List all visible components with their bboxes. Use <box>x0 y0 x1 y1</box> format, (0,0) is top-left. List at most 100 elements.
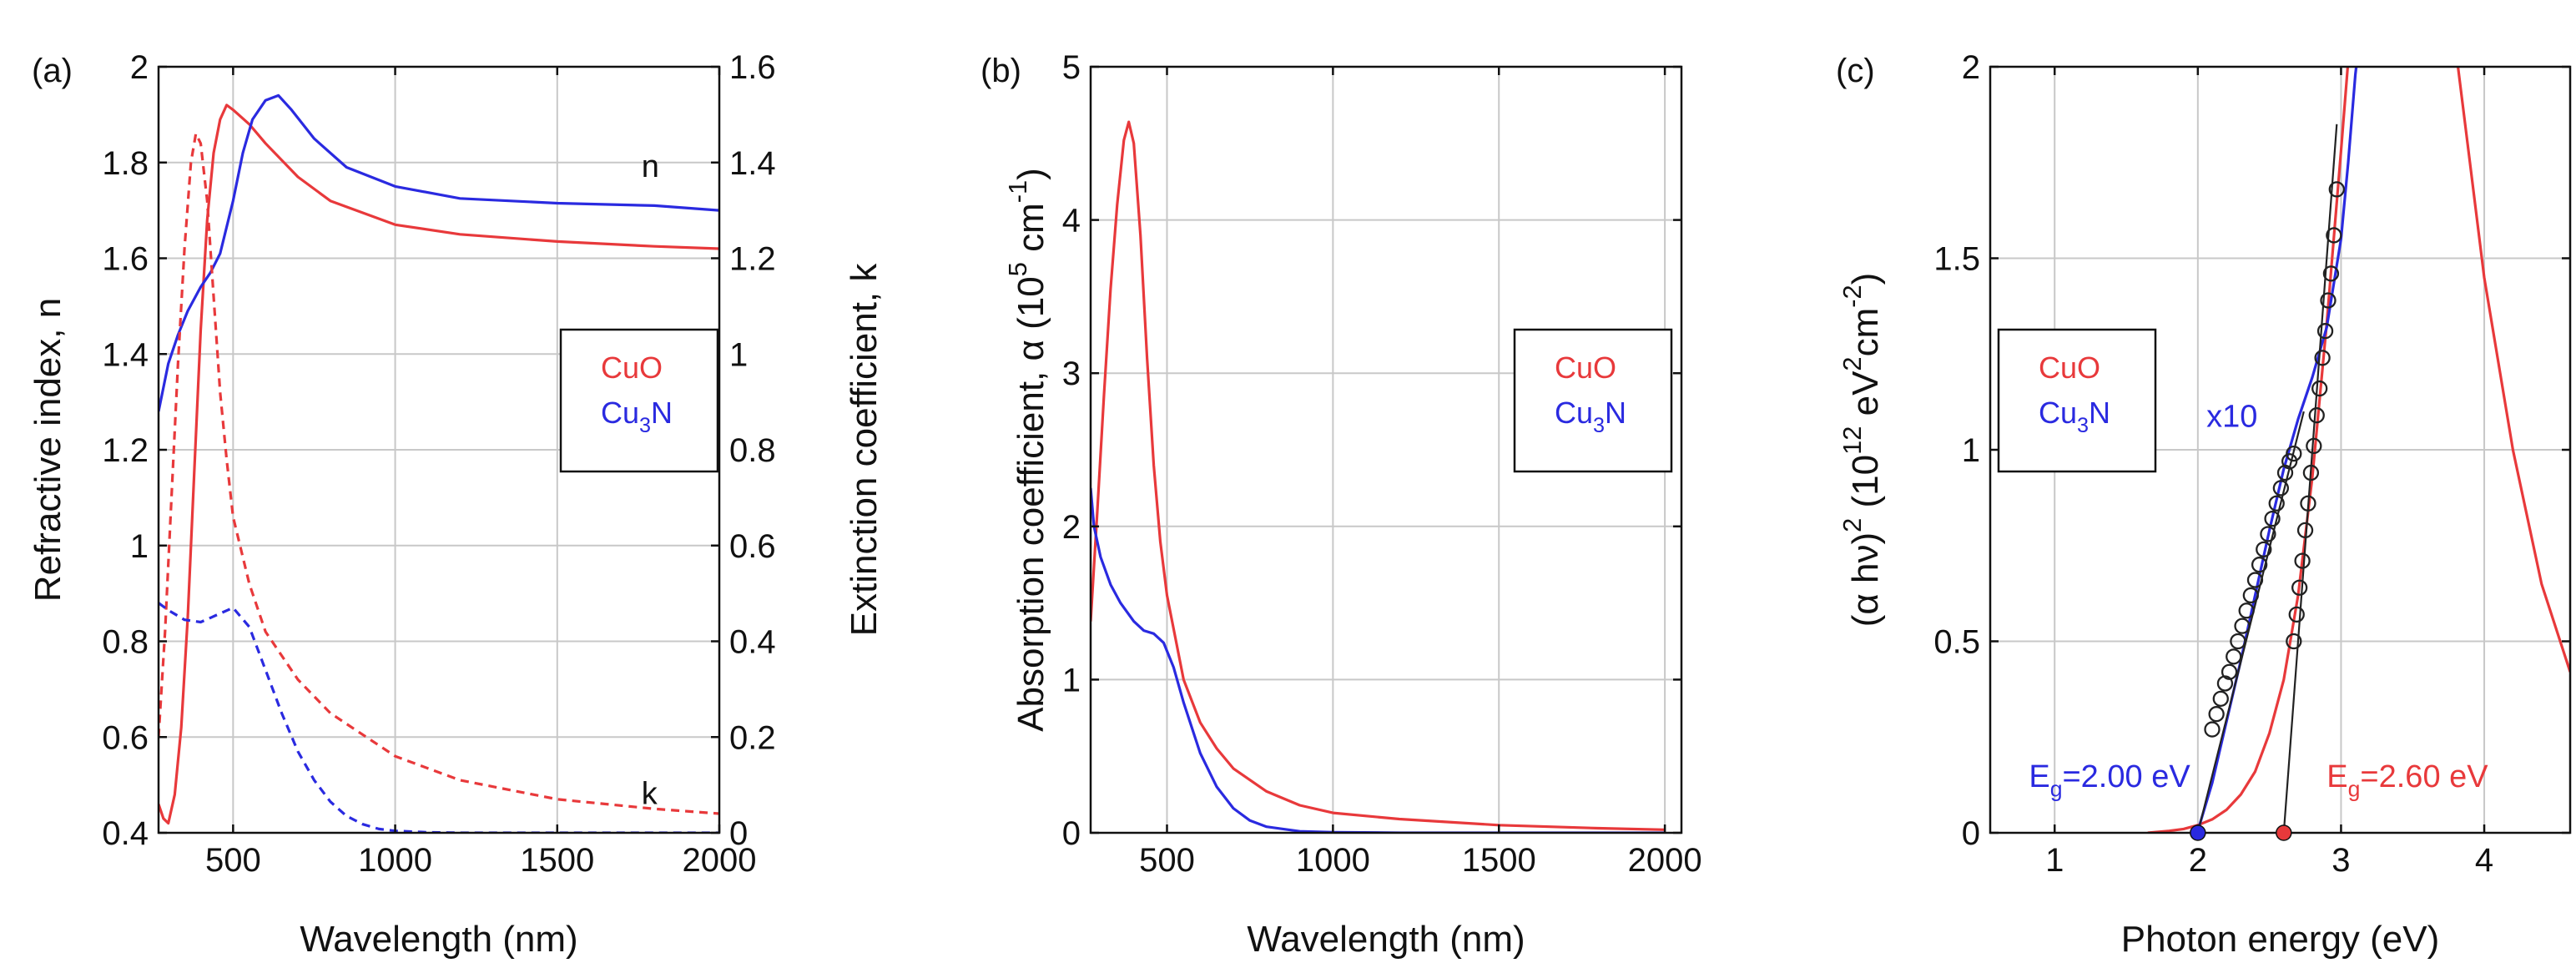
x-tick-label: 1500 <box>1462 842 1536 879</box>
fit-marker <box>2288 606 2305 623</box>
y-right-tick-label: 0.2 <box>729 719 776 756</box>
fit-marker <box>2316 323 2334 340</box>
fit-marker <box>2296 522 2314 539</box>
fit-marker <box>2286 633 2302 650</box>
legend: CuO Cu3N <box>1513 328 1673 473</box>
panel-c: 1 2 3 4 0 0.5 1 1.5 2 Photon energy (eV) (α hν)2 (… <box>1836 49 2572 960</box>
bandgap-marker-cuo <box>2276 824 2292 841</box>
series-line-cuo-h- <box>2147 67 2570 833</box>
y-tick-label: 1.2 <box>102 432 149 469</box>
y-right-tick-label: 0.8 <box>729 432 776 469</box>
fit-line-cuo-tauc-fit <box>2282 124 2338 833</box>
y-tick-label: 1.5 <box>1933 241 1980 278</box>
y-tick-label: 1 <box>1062 662 1081 698</box>
y-tick-label: 3 <box>1062 355 1081 392</box>
panel-label: (c) <box>1836 53 1875 89</box>
plot-frame <box>1089 65 1683 834</box>
y-right-tick-label: 1.2 <box>729 241 776 278</box>
fit-marker <box>2272 480 2290 497</box>
y-tick-label: 1.8 <box>102 145 149 182</box>
y-tick-label: 5 <box>1062 49 1081 86</box>
fit-marker <box>2294 552 2311 569</box>
x-axis-label: Wavelength (nm) <box>1247 919 1525 960</box>
legend-entry-cuo: CuO <box>601 350 663 385</box>
x-tick-label: 1000 <box>1296 842 1370 879</box>
panel-a: 500 1000 1500 2000 0.4 0.6 0.8 1 1.2 1.4 1.6 1.8 2 0 0… <box>28 49 885 960</box>
y-axis-label: (α hν)2 (1012 eV2cm-2) <box>1837 273 1886 628</box>
fit-marker <box>2226 648 2242 665</box>
fit-marker <box>2204 721 2221 738</box>
y-tick-label: 0.5 <box>1933 624 1980 661</box>
fit-marker <box>2306 437 2322 455</box>
series-line-cuo-n <box>159 103 719 825</box>
annotation-eg-2-60-ev: Eg=2.60 eV <box>2326 759 2488 801</box>
x-tick-label: 4 <box>2475 842 2493 879</box>
legend: CuO Cu3N <box>1997 328 2157 473</box>
annotation-eg-2-00-ev: Eg=2.00 eV <box>2029 759 2190 801</box>
y-tick-label: 0 <box>1062 815 1081 852</box>
bandgap-marker-cu3n <box>2190 824 2206 841</box>
fit-marker <box>2230 633 2246 650</box>
fit-marker <box>2264 510 2281 527</box>
fit-marker <box>2221 663 2238 680</box>
series-group <box>2147 67 2570 833</box>
fit-line-cu3n-tauc-fit <box>2196 411 2305 833</box>
fit-marker <box>2308 407 2325 424</box>
fit-marker <box>2311 380 2328 397</box>
y-tick-label: 1 <box>130 528 149 565</box>
fit-marker <box>2260 526 2276 542</box>
x-tick-label: 500 <box>1139 842 1195 879</box>
y-tick-label: 0 <box>1962 815 1980 852</box>
legend-entry-cuo: CuO <box>1555 350 1616 385</box>
fit-marker <box>2242 587 2259 604</box>
annotation-n: n <box>642 149 659 184</box>
legend-box <box>1997 328 2157 473</box>
x-tick-label: 500 <box>205 842 261 879</box>
panel-label: (a) <box>32 53 73 89</box>
y-axis-label-left: Refractive index, n <box>28 298 68 602</box>
legend-entry-cu3n: Cu3N <box>601 396 673 437</box>
x-tick-label: 2000 <box>1628 842 1702 879</box>
annotation-x10: x10 <box>2206 399 2257 434</box>
y-axis-label-right: Extinction coefficient, k <box>844 263 885 637</box>
x-tick-label: 3 <box>2332 842 2350 879</box>
y-tick-label: 2 <box>1062 509 1081 546</box>
y-tick-label: 0.8 <box>102 624 149 661</box>
y-right-tick-label: 1.4 <box>729 145 776 182</box>
legend-entry-cu3n: Cu3N <box>1555 396 1626 437</box>
fit-marker <box>2302 464 2320 481</box>
fit-marker <box>2212 690 2229 707</box>
y-right-tick-label: 1 <box>729 336 748 373</box>
series-line-cu3n-n <box>159 93 719 412</box>
x-tick-label: 1 <box>2045 842 2064 879</box>
legend: CuO Cu3N <box>559 328 719 473</box>
y-tick-label: 1 <box>1962 432 1980 469</box>
fit-marker <box>2286 445 2302 462</box>
series-group <box>1091 120 1666 833</box>
series-line-cuo-k <box>159 132 719 815</box>
x-axis-label: Photon energy (eV) <box>2121 919 2440 960</box>
y-right-tick-label: 1.6 <box>729 49 776 86</box>
series-line-cu3n-h-x10 <box>2190 67 2358 833</box>
fit-marker <box>2234 618 2251 634</box>
fit-marker <box>2246 572 2264 588</box>
x-tick-label: 1500 <box>520 842 594 879</box>
series-line-cu3n-k <box>159 602 719 833</box>
fit-marker <box>2328 181 2345 198</box>
fit-marker <box>2291 579 2308 596</box>
y-tick-label: 2 <box>1962 49 1980 86</box>
x-tick-label: 2000 <box>683 842 757 879</box>
legend-entry-cuo: CuO <box>2039 350 2100 385</box>
legend-entry-cu3n: Cu3N <box>2039 396 2110 437</box>
fit-marker <box>2326 227 2342 244</box>
y-axis-label: Absorption coefficient, α (105 cm-1) <box>1003 168 1051 732</box>
x-tick-label: 2 <box>2189 842 2207 879</box>
y-tick-label: 2 <box>130 49 149 86</box>
panel-label: (b) <box>980 53 1021 89</box>
fit-marker <box>2322 265 2340 282</box>
annotation-k: k <box>642 777 658 812</box>
series-line-cu3n- <box>1091 487 1666 833</box>
x-tick-label: 1000 <box>358 842 432 879</box>
y-tick-label: 0.6 <box>102 719 149 756</box>
y-tick-label: 1.4 <box>102 336 149 373</box>
